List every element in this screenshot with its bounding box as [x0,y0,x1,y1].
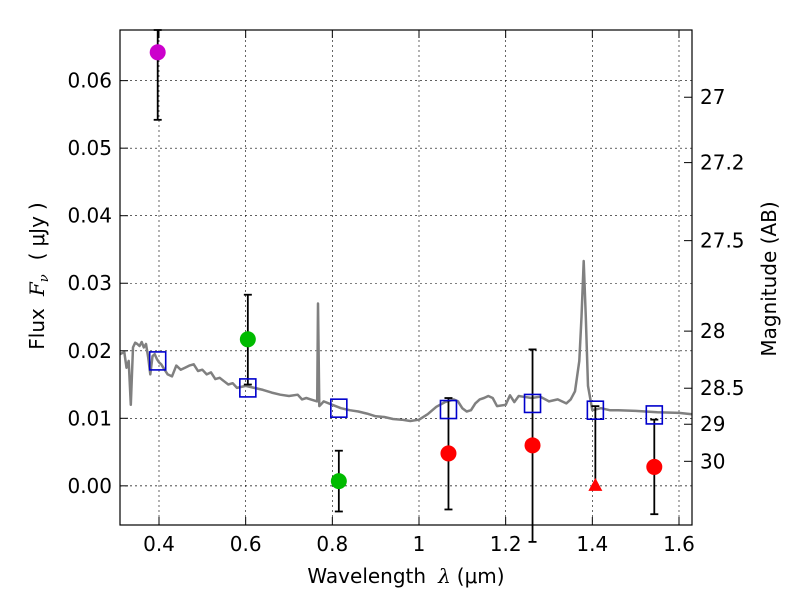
y-tick-label: 0.04 [67,204,112,228]
observed-point [524,437,541,454]
y2-tick-label: 27 [700,85,725,109]
observed-point [239,331,256,348]
plot-frame [119,29,693,526]
upper-limit-marker [588,477,603,491]
y-tick-label: 0.02 [67,339,112,363]
y-tick-label: 0.00 [67,474,112,498]
model-photometry-square [645,405,664,425]
y2-tick-label: 27.5 [700,229,745,253]
plot-area [119,29,693,543]
observed-point [646,458,663,475]
observed-point [149,44,166,61]
x-tick-label: 1 [413,532,426,556]
sed-model-line [119,259,693,423]
y2-axis-ticks: 27 27.2 27.5 28 28.5 29 30 [684,85,745,473]
x-axis-label: Wavelength λ (μm) [307,564,504,588]
x-axis-ticks: 0.4 0.6 0.8 1 1.2 1.4 1.6 [143,30,695,556]
y2-tick-label: 27.2 [700,151,745,175]
x-tick-label: 1.6 [663,532,695,556]
y2-axis-label: Magnitude (AB) [757,201,781,356]
y-axis-ticks: 0.00 0.01 0.02 0.03 0.04 0.05 0.06 [67,69,128,498]
observed-point [440,445,457,462]
observed-point [330,473,347,490]
model-photometry-square [330,398,348,418]
y-tick-label: 0.05 [67,136,112,160]
y-tick-label: 0.01 [67,406,112,430]
y2-tick-label: 28 [700,319,725,343]
y2-tick-label: 28.5 [700,376,745,400]
y2-tick-label: 29 [700,412,725,436]
x-tick-label: 0.4 [143,532,175,556]
y-tick-label: 0.03 [67,271,112,295]
x-tick-label: 0.6 [230,532,262,556]
x-tick-label: 1.2 [490,532,522,556]
model-photometry-square [239,378,257,398]
model-photometry-square [586,400,605,420]
y2-tick-label: 30 [700,449,725,473]
x-tick-label: 0.8 [316,532,348,556]
y-tick-label: 0.06 [67,69,112,93]
model-photometry-square [148,351,167,371]
y-axis-label: FluxFν(μJy) [25,202,52,349]
model-photometry-square [439,399,458,420]
x-tick-label: 1.4 [576,532,608,556]
model-photometry-square [523,393,542,414]
